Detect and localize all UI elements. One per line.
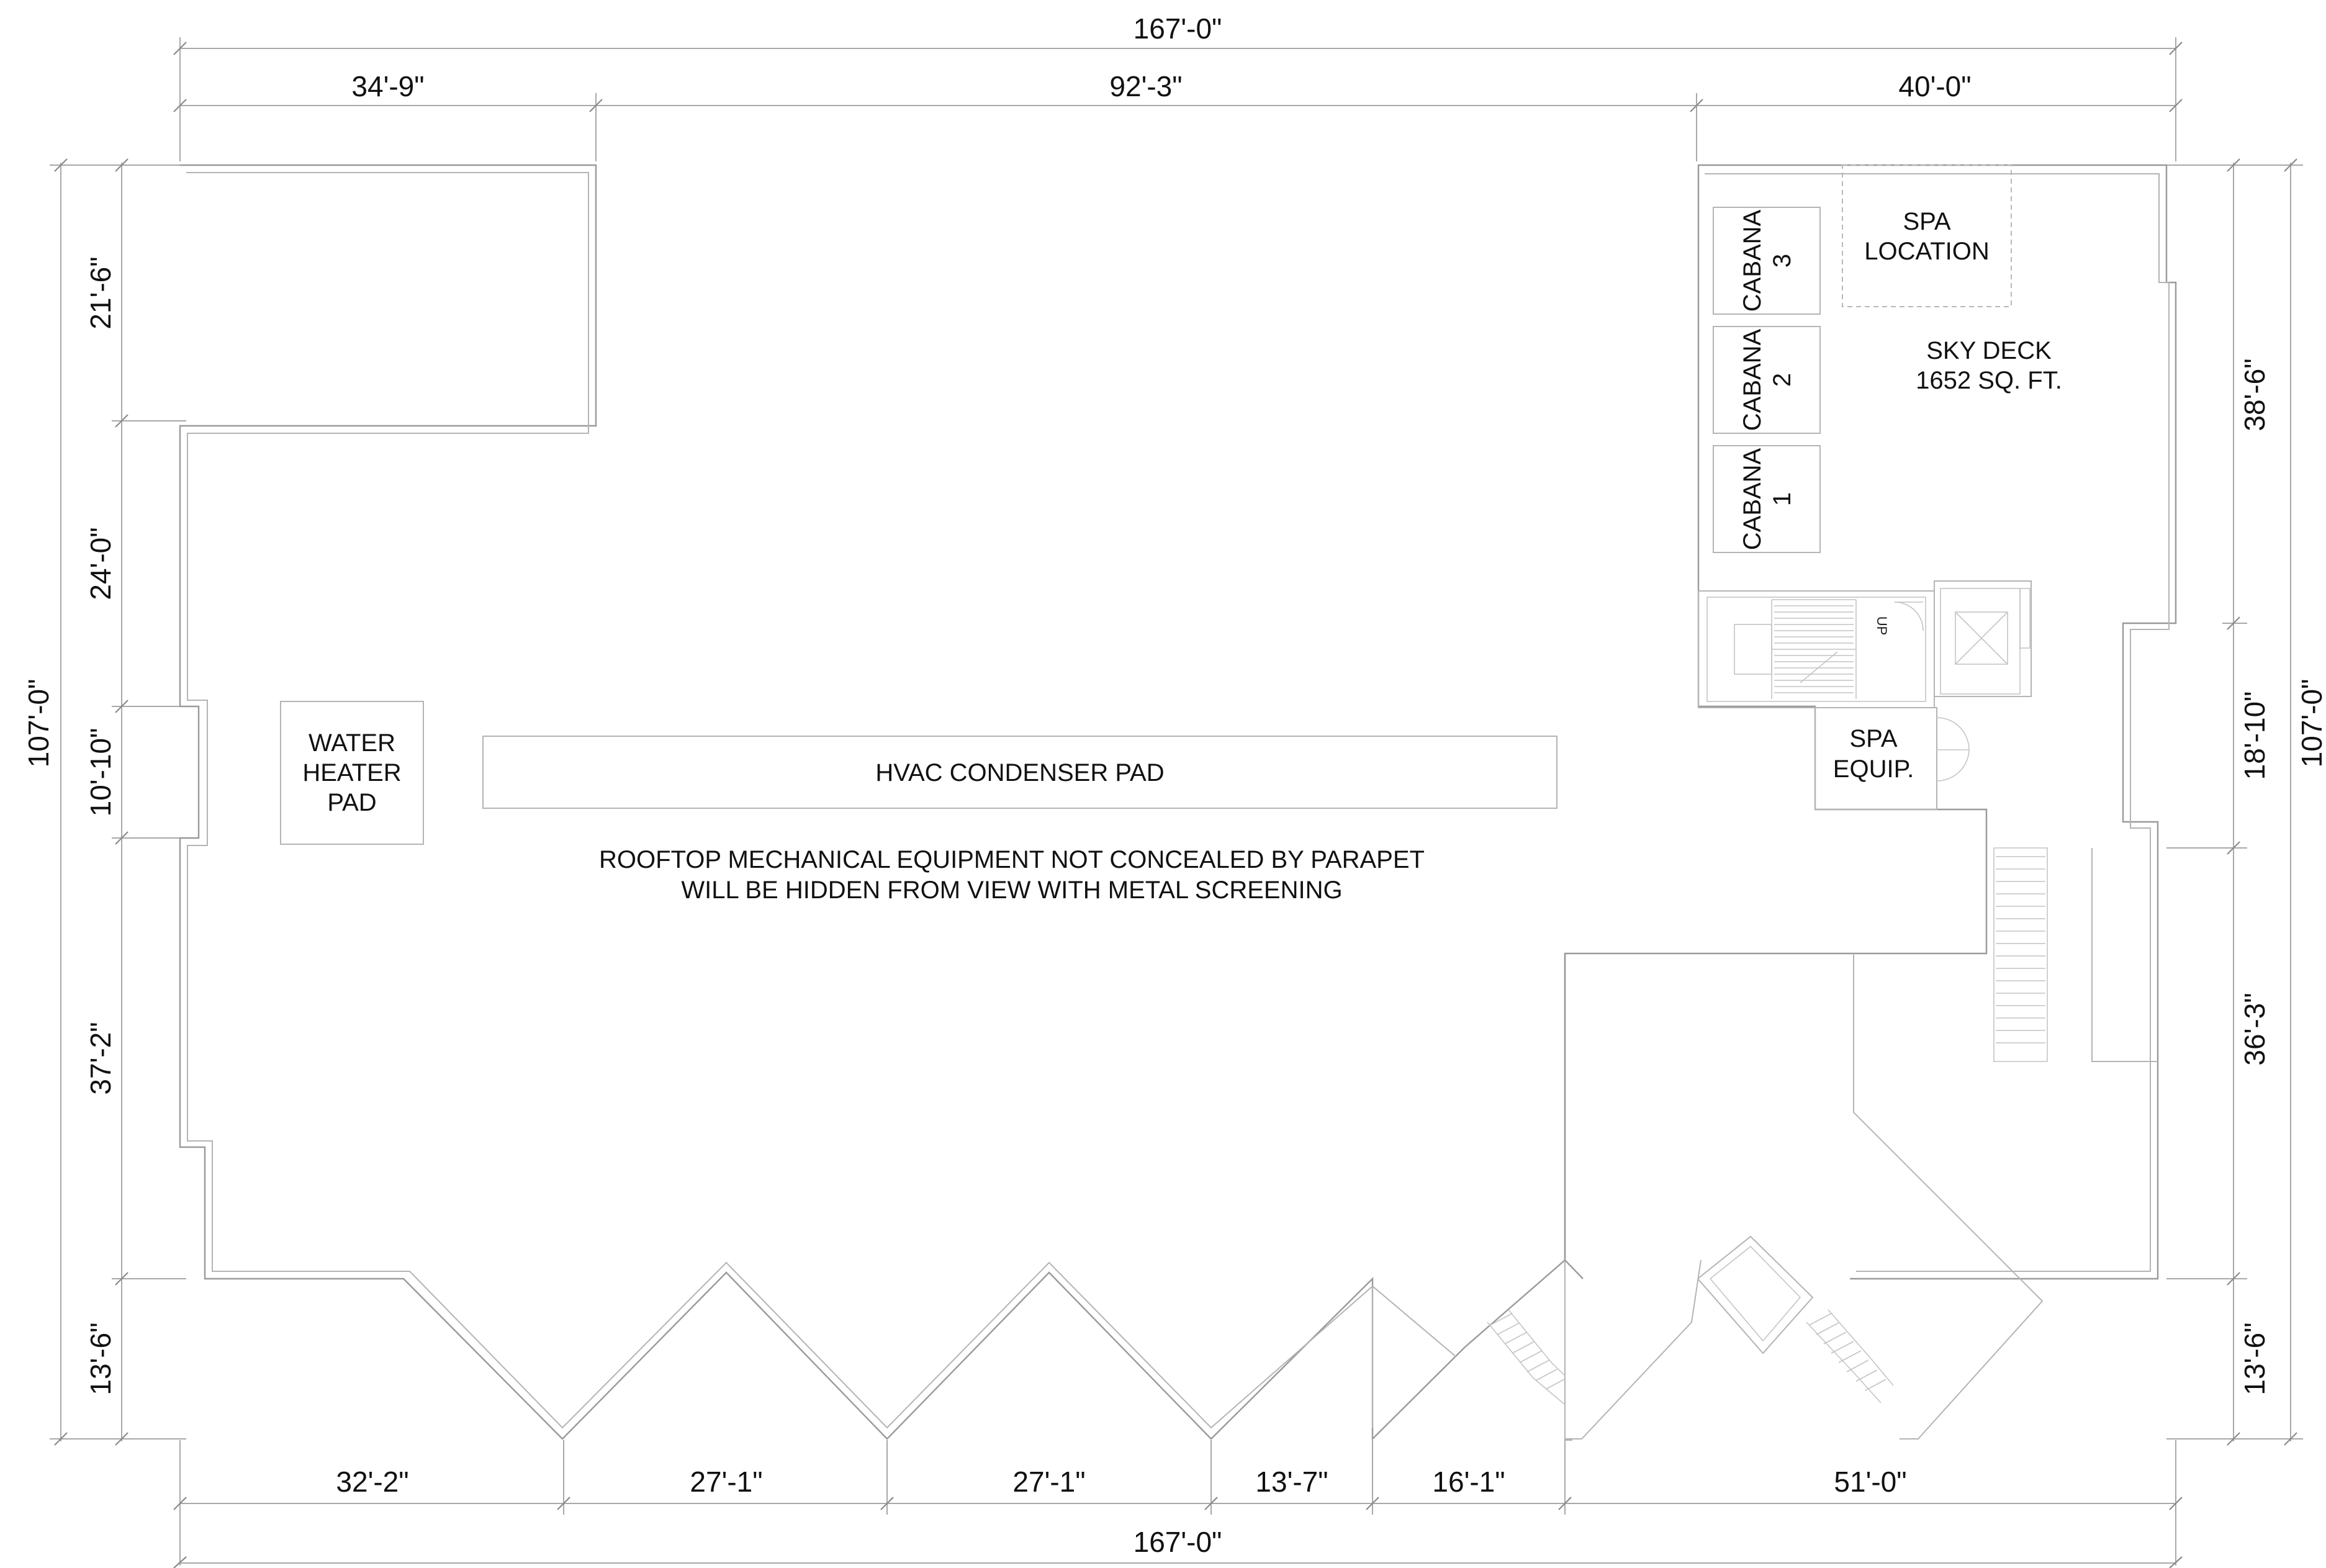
spa-location-label: LOCATION (1864, 238, 1990, 265)
right-overall-dimension: 107'-0" (2296, 679, 2326, 768)
rooftop-note: WILL BE HIDDEN FROM VIEW WITH METAL SCRE… (681, 876, 1342, 904)
left-segment-dimension: 21'-6" (84, 256, 117, 329)
bottom-segment-dimension: 16'-1" (1432, 1466, 1505, 1498)
cabana-3-label: CABANA (1739, 209, 1766, 312)
spa-location-label: SPA (1903, 208, 1950, 235)
bottom-segment-dimension: 32'-2" (336, 1466, 408, 1498)
cabana-3-number: 3 (1769, 254, 1796, 268)
bottom-overall-dimension: 167'-0" (1134, 1526, 1222, 1558)
right-segment-dimension: 36'-3" (2238, 993, 2271, 1065)
right-segment-dimension: 13'-6" (2238, 1322, 2271, 1395)
water-heater-label: WATER (309, 729, 395, 757)
stair-up-tag: UP (1874, 616, 1890, 636)
sky-deck-area: 1652 SQ. FT. (1916, 367, 2062, 394)
top-segment-dimension: 34'-9" (351, 70, 424, 102)
right-segment-dimension: 18'-10" (2238, 692, 2271, 780)
stair-elevator-core (1698, 590, 1935, 708)
bottom-segment-dimension: 51'-0" (1834, 1466, 1906, 1498)
left-segment-dimension: 10'-10" (84, 728, 117, 817)
cabana-2: CABANA 2 (1713, 326, 1821, 434)
water-heater-label: PAD (327, 789, 376, 816)
left-segment-dimension: 24'-0" (84, 527, 117, 600)
left-dimension-lines (50, 158, 186, 1446)
cabana-3: CABANA 3 (1713, 207, 1821, 315)
cabana-2-label: CABANA (1739, 328, 1766, 431)
sky-deck-label: SKY DECK (1926, 337, 2052, 364)
building-outline (179, 164, 2177, 1441)
cabana-1: CABANA 1 (1713, 445, 1821, 553)
right-segment-dimension: 38'-6" (2238, 358, 2271, 431)
cabana-1-label: CABANA (1739, 448, 1766, 550)
rooftop-note: ROOFTOP MECHANICAL EQUIPMENT NOT CONCEAL… (599, 846, 1425, 873)
elevator-shaft (1934, 580, 2032, 697)
spa-equip-label: EQUIP. (1833, 755, 1914, 783)
top-overall-dimension: 167'-0" (1134, 12, 1222, 45)
spa-equipment-room (1814, 707, 1970, 810)
spa-equip-label: SPA (1849, 725, 1897, 752)
hvac-condenser-label: HVAC CONDENSER PAD (875, 759, 1164, 786)
cabana-1-number: 1 (1769, 492, 1796, 506)
cabana-2-number: 2 (1769, 373, 1796, 387)
right-dimension-lines (2166, 158, 2303, 1446)
bottom-segment-dimension: 27'-1" (690, 1466, 762, 1498)
top-dimension-lines (173, 37, 2183, 161)
hvac-condenser-pad (482, 736, 1557, 809)
left-overall-dimension: 107'-0" (22, 679, 55, 768)
water-heater-pad (280, 701, 424, 845)
left-segment-dimension: 37'-2" (84, 1022, 117, 1094)
left-segment-dimension: 13'-6" (84, 1322, 117, 1395)
south-stair-treads (1487, 1235, 1894, 1405)
bottom-segment-dimension: 27'-1" (1012, 1466, 1085, 1498)
spa-location-outline (1842, 164, 2012, 307)
bottom-dimension-lines (173, 1440, 2183, 1568)
bottom-segment-dimension: 13'-7" (1255, 1466, 1328, 1498)
water-heater-label: HEATER (302, 759, 401, 786)
east-stair-treads (1996, 856, 2045, 1043)
top-segment-dimension: 40'-0" (1898, 70, 1971, 102)
top-segment-dimension: 92'-3" (1109, 70, 1182, 102)
